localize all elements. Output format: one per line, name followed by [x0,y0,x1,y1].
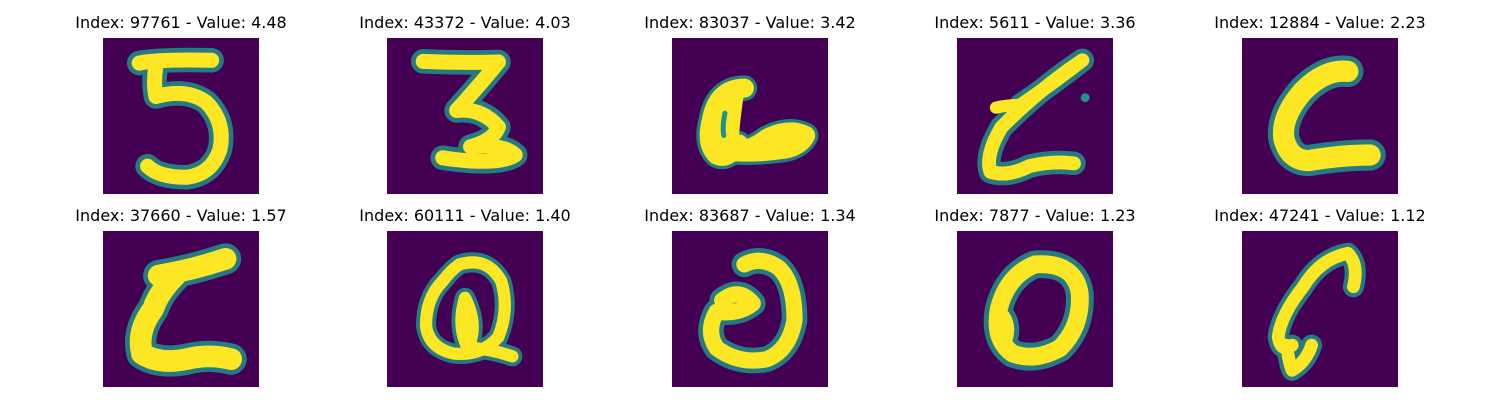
digit-image [387,38,543,194]
glyph-dot [1081,93,1090,102]
image-background [672,38,828,194]
panel-7: Index: 60111 - Value: 1.40 [350,207,580,392]
digit-image [957,231,1113,387]
panel-title: Index: 7877 - Value: 1.23 [920,207,1150,225]
digit-image [672,38,828,194]
digit-image [387,231,543,387]
panel-3: Index: 83037 - Value: 3.42 [635,14,865,199]
digit-image [103,231,259,387]
digit-image [1242,38,1398,194]
panel-5: Index: 12884 - Value: 2.23 [1205,14,1435,199]
digit-image [103,38,259,194]
panel-title: Index: 37660 - Value: 1.57 [66,207,296,225]
panel-title: Index: 83037 - Value: 3.42 [635,14,865,32]
digit-image [672,231,828,387]
panel-9: Index: 7877 - Value: 1.23 [920,207,1150,392]
panel-1: Index: 97761 - Value: 4.48 [66,14,296,199]
panel-title: Index: 47241 - Value: 1.12 [1205,207,1435,225]
panel-title: Index: 12884 - Value: 2.23 [1205,14,1435,32]
panel-10: Index: 47241 - Value: 1.12 [1205,207,1435,392]
panel-title: Index: 97761 - Value: 4.48 [66,14,296,32]
panel-8: Index: 83687 - Value: 1.34 [635,207,865,392]
panel-4: Index: 5611 - Value: 3.36 [920,14,1150,199]
panel-title: Index: 5611 - Value: 3.36 [920,14,1150,32]
digit-image [1242,231,1398,387]
panel-title: Index: 83687 - Value: 1.34 [635,207,865,225]
digit-image [957,38,1113,194]
panel-title: Index: 43372 - Value: 4.03 [350,14,580,32]
panel-2: Index: 43372 - Value: 4.03 [350,14,580,199]
glyph-hole [723,113,725,135]
panel-title: Index: 60111 - Value: 1.40 [350,207,580,225]
panel-6: Index: 37660 - Value: 1.57 [66,207,296,392]
glyph-stroke-2 [996,105,1024,108]
